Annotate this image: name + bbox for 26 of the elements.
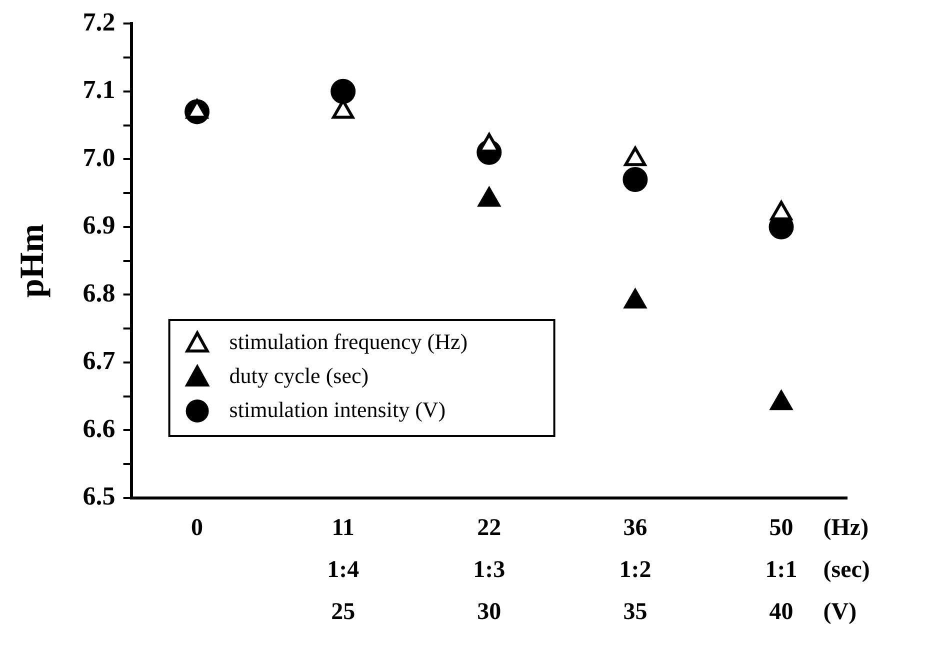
y-tick-label: 6.5	[82, 482, 116, 511]
x-tick-label: 0	[191, 515, 204, 542]
x-tick-label: 11 1:4 25	[327, 515, 360, 626]
text: (V)	[823, 599, 857, 626]
y-tick-label: 6.8	[82, 278, 116, 308]
point	[770, 390, 792, 410]
point	[186, 99, 208, 119]
y-tick-label: 6.7	[82, 346, 116, 376]
y-tick-label: 6.6	[82, 414, 116, 443]
y-tick-label: 6.9	[82, 210, 116, 240]
x-tick-label: 22 1:3 30	[473, 515, 506, 626]
legend-label: duty cycle (sec)	[229, 362, 369, 388]
point	[478, 187, 500, 207]
point	[624, 288, 646, 308]
text: (sec)	[823, 557, 870, 584]
text: (Hz)	[823, 515, 869, 542]
y-tick-label: 7.0	[82, 142, 116, 172]
point	[624, 146, 646, 166]
x-tick-label: 36 1:2 35	[619, 515, 652, 626]
y-tick-label: 7.2	[82, 7, 116, 36]
point	[770, 200, 792, 220]
y-tick-label: 7.1	[82, 75, 116, 104]
legend-label: stimulation frequency (Hz)	[229, 328, 468, 354]
x-tick-label: 50 1:1 40	[765, 515, 798, 626]
y-axis-title: pHm	[14, 224, 52, 298]
legend-label: stimulation intensity (V)	[229, 396, 446, 422]
